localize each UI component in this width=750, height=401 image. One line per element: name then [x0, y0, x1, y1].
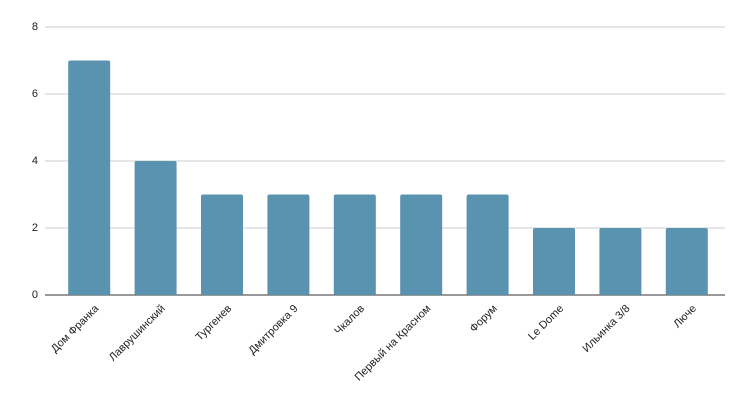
- y-tick-label: 0: [32, 289, 38, 301]
- bar: [599, 228, 642, 295]
- bar: [68, 60, 111, 295]
- x-tick-label: Первый на Красном: [353, 303, 434, 384]
- bar: [533, 228, 575, 295]
- bar: [201, 194, 243, 295]
- x-tick-label: Ильинка 3/8: [580, 303, 632, 355]
- bar: [466, 194, 509, 295]
- bar: [134, 161, 177, 295]
- x-tick-label: Чкалов: [332, 303, 367, 338]
- x-tick-label: Форум: [468, 303, 500, 335]
- x-tick-label: Люче: [671, 303, 699, 331]
- x-tick-label: Дмитровка 9: [246, 303, 300, 357]
- x-tick-label: Тургенев: [193, 303, 234, 344]
- x-tick-label: Le Dome: [526, 303, 566, 343]
- bar: [665, 228, 708, 295]
- x-tick-label: Лаврушинский: [107, 303, 168, 364]
- bar: [267, 194, 310, 295]
- bar: [400, 194, 443, 295]
- y-tick-label: 2: [32, 222, 38, 234]
- y-tick-label: 8: [32, 21, 38, 33]
- y-tick-label: 4: [32, 155, 38, 167]
- x-tick-label: Дом Франка: [49, 302, 102, 355]
- bar: [333, 194, 376, 295]
- y-tick-label: 6: [32, 88, 38, 100]
